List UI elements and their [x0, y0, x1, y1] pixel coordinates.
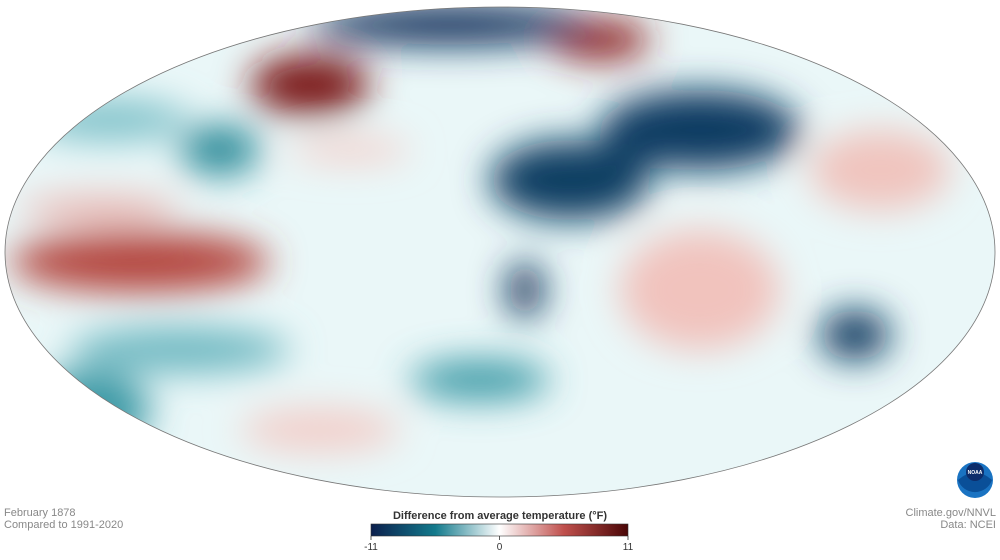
legend-title: Difference from average temperature (°F) — [393, 510, 607, 522]
temperature-map — [5, 7, 995, 497]
legend-tick-label: 0 — [497, 542, 503, 553]
source-label: Climate.gov/NNVL — [906, 507, 996, 519]
legend-colorbar — [370, 523, 629, 537]
legend-tick-label: 11 — [623, 542, 634, 553]
date-label: February 1878 — [4, 507, 76, 519]
legend-ticks: -11 0 11 — [364, 536, 634, 553]
logo-text: NOAA — [968, 470, 983, 476]
globe-outline — [4, 6, 996, 498]
data-credit: Data: NCEI — [940, 519, 996, 531]
baseline-label: Compared to 1991-2020 — [4, 519, 123, 531]
legend-tick-label: -11 — [364, 542, 378, 553]
noaa-logo: NOAA — [957, 462, 993, 498]
